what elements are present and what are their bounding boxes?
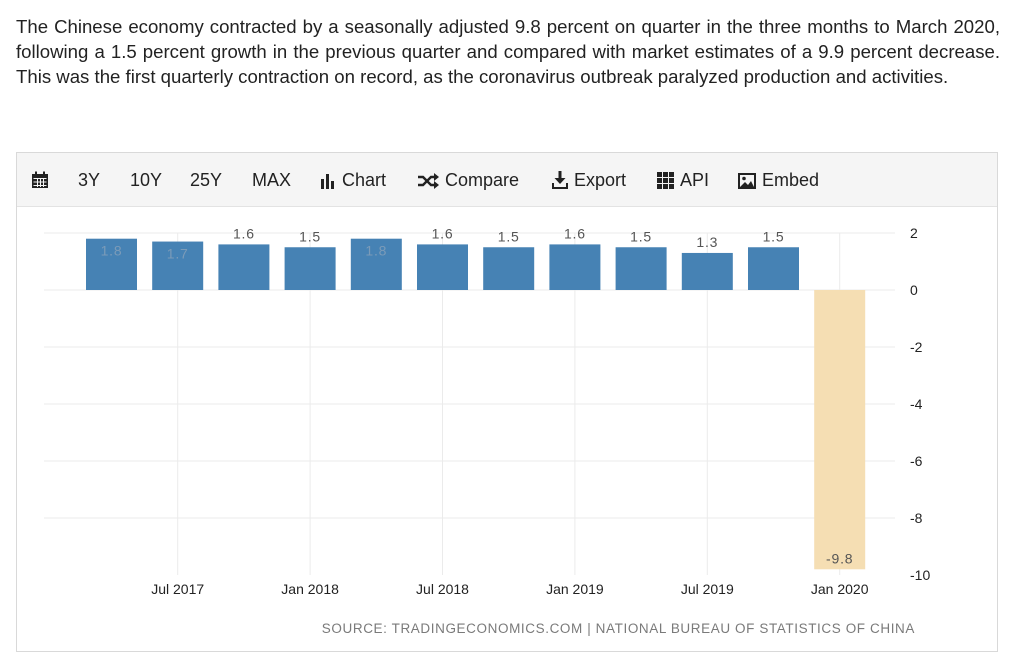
chart-panel: 3Y 10Y 25Y MAX Chart Compare Expor (16, 152, 998, 652)
y-tick-label: -2 (910, 339, 923, 355)
data-label: 1.8 (365, 243, 387, 259)
source-note: SOURCE: TRADINGECONOMICS.COM | NATIONAL … (321, 621, 915, 636)
bar (350, 238, 402, 290)
y-tick-label: -6 (910, 453, 923, 469)
range-10y-button[interactable]: 10Y (130, 153, 162, 207)
data-label: 1.5 (299, 228, 321, 244)
data-label: 1.7 (167, 246, 189, 262)
api-button[interactable]: API (657, 153, 709, 207)
bar (748, 247, 799, 290)
embed-button-label: Embed (762, 170, 820, 190)
data-label: 1.6 (564, 225, 586, 241)
data-label: -9.8 (826, 550, 853, 566)
image-icon (738, 173, 756, 189)
range-10y-label: 10Y (130, 170, 163, 190)
data-label: 1.6 (233, 225, 255, 241)
chart-toolbar: 3Y 10Y 25Y MAX Chart Compare Expor (17, 153, 997, 207)
range-max-label: MAX (252, 170, 292, 190)
bar (615, 247, 667, 290)
data-label: 1.5 (498, 228, 520, 244)
y-tick-label: 0 (910, 282, 918, 298)
data-label: 1.5 (630, 228, 652, 244)
range-25y-label: 25Y (190, 170, 223, 190)
chart-button-label: Chart (342, 170, 387, 190)
calendar-button[interactable] (31, 153, 49, 207)
x-tick-label: Jan 2018 (281, 581, 339, 597)
bar-chart-icon (321, 174, 334, 189)
bar (681, 252, 733, 290)
bar (218, 244, 270, 290)
data-label: 1.3 (696, 234, 718, 250)
bar (483, 247, 535, 290)
data-label: 1.8 (101, 243, 123, 259)
bar (417, 244, 468, 290)
bar-chart: 2 0 -2 -4 -6 -8 -10 1.8 1.7 1.6 1.5 1.8 1.6 1.5 1.6 1.5… (44, 225, 930, 597)
bar (549, 244, 601, 290)
grid-icon (657, 172, 674, 189)
bar (86, 238, 137, 290)
intro-paragraph: The Chinese economy contracted by a seas… (16, 16, 1000, 87)
x-tick-label: Jan 2020 (811, 581, 869, 597)
api-button-label: API (680, 170, 710, 190)
y-tick-label: -4 (910, 396, 923, 412)
bar (814, 290, 866, 570)
chart-button[interactable]: Chart (320, 153, 386, 207)
y-tick-label: 2 (910, 225, 918, 241)
download-icon (552, 171, 568, 189)
x-tick-label: Jul 2018 (416, 581, 469, 597)
range-25y-button[interactable]: 25Y (190, 153, 222, 207)
data-label: 1.6 (432, 225, 454, 241)
bar (152, 241, 204, 290)
export-button-label: Export (574, 170, 627, 190)
range-max-button[interactable]: MAX (252, 153, 291, 207)
x-tick-label: Jul 2019 (681, 581, 734, 597)
range-3y-label: 3Y (78, 170, 101, 190)
data-label: 1.5 (763, 228, 785, 244)
y-tick-label: -10 (910, 567, 930, 583)
compare-button-label: Compare (445, 170, 520, 190)
compare-button[interactable]: Compare (417, 153, 519, 207)
y-tick-label: -8 (910, 510, 923, 526)
shuffle-icon (418, 173, 439, 189)
export-button[interactable]: Export (552, 153, 626, 207)
x-tick-label: Jul 2017 (151, 581, 204, 597)
x-tick-label: Jan 2019 (546, 581, 604, 597)
calendar-icon (32, 171, 48, 188)
bar (284, 247, 336, 290)
range-3y-button[interactable]: 3Y (78, 153, 100, 207)
embed-button[interactable]: Embed (738, 153, 819, 207)
